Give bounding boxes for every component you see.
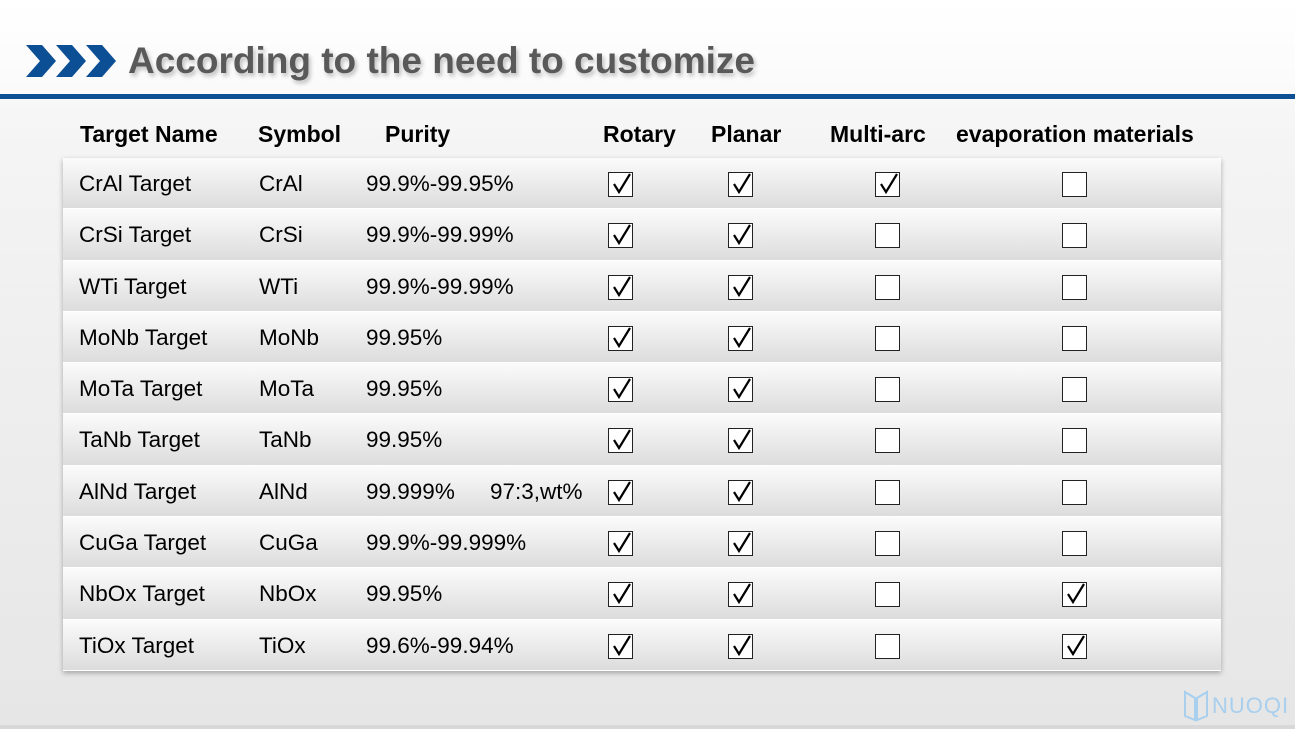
target-symbol: AlNd xyxy=(259,478,308,504)
target-purity: 99.9%-99.95% xyxy=(366,171,514,196)
table-row: CrSi Target CrSi 99.9%-99.99% xyxy=(63,209,1221,261)
table-row: WTi Target WTi 99.9%-99.99% xyxy=(63,260,1221,312)
chevrons-icon xyxy=(26,45,116,77)
header-symbol: Symbol xyxy=(258,121,342,147)
table-row: MoNb Target MoNb 99.95% xyxy=(63,311,1221,364)
evaporation-checkbox xyxy=(1062,633,1087,659)
multi-arc-checkbox xyxy=(875,531,900,557)
multi-arc-checkbox xyxy=(875,223,900,249)
targets-table: CrAl Target CrAl 99.9%-99.95% CrSi Target Cr… xyxy=(63,158,1221,671)
planar-checkbox xyxy=(728,223,753,249)
rotary-checkbox xyxy=(608,582,633,608)
target-symbol: WTi xyxy=(259,273,299,299)
table-row: MoTa Target MoTa 99.95% xyxy=(63,363,1221,415)
rotary-checkbox xyxy=(608,531,633,557)
target-name: AlNd Target xyxy=(79,478,197,504)
target-purity: 99.95% xyxy=(366,324,443,350)
rotary-checkbox xyxy=(608,325,633,351)
table-row: TiOx Target TiOx 99.6%-99.94% xyxy=(63,619,1221,671)
title-divider xyxy=(0,94,1295,99)
target-purity: 99.9%-99.999% xyxy=(366,530,527,556)
evaporation-checkbox xyxy=(1062,531,1087,557)
rotary-checkbox xyxy=(608,223,633,249)
multi-arc-checkbox xyxy=(875,274,900,300)
target-purity: 99.999% xyxy=(366,478,455,504)
target-name: MoNb Target xyxy=(79,324,208,350)
target-symbol: CuGa xyxy=(259,530,318,556)
target-name: MoTa Target xyxy=(79,376,203,402)
target-symbol: MoTa xyxy=(259,376,315,402)
nuoqi-logo: NUOQI xyxy=(1183,690,1288,724)
rotary-checkbox xyxy=(608,633,633,659)
logo-text: NUOQI xyxy=(1212,693,1290,718)
target-purity: 99.95% xyxy=(366,581,443,607)
target-purity: 99.6%-99.94% xyxy=(366,632,514,658)
header-planar: Planar xyxy=(711,121,782,147)
evaporation-checkbox xyxy=(1062,377,1087,403)
target-name: CrSi Target xyxy=(79,222,192,248)
target-name: CuGa Target xyxy=(79,530,207,556)
multi-arc-checkbox xyxy=(875,377,900,403)
rotary-checkbox xyxy=(608,479,633,505)
planar-checkbox xyxy=(728,377,753,403)
planar-checkbox xyxy=(728,274,753,300)
table-row: TaNb Target TaNb 99.95% xyxy=(63,414,1221,466)
multi-arc-checkbox xyxy=(875,428,900,454)
target-purity: 99.95% xyxy=(366,427,443,453)
logo-icon xyxy=(1184,690,1208,722)
target-symbol: CrSi xyxy=(259,222,303,248)
target-symbol: MoNb xyxy=(259,324,320,350)
target-name: TaNb Target xyxy=(79,427,200,453)
header-target-name: Target Name xyxy=(80,121,218,147)
planar-checkbox xyxy=(728,582,753,608)
planar-checkbox xyxy=(728,428,753,454)
target-symbol: NbOx xyxy=(259,581,317,607)
evaporation-checkbox xyxy=(1062,582,1087,608)
table-row: AlNd Target AlNd 99.999% 97:3,wt% xyxy=(63,465,1221,518)
planar-checkbox xyxy=(728,531,753,557)
header-multi-arc: Multi-arc xyxy=(830,121,926,147)
target-name: CrAl Target xyxy=(79,171,192,196)
slide-title: According to the need to customize xyxy=(128,40,755,81)
multi-arc-checkbox xyxy=(875,325,900,351)
multi-arc-checkbox xyxy=(875,633,900,659)
planar-checkbox xyxy=(728,633,753,659)
target-purity: 99.95% xyxy=(366,376,443,402)
planar-checkbox xyxy=(728,172,753,197)
footer-bar xyxy=(0,725,1295,729)
evaporation-checkbox xyxy=(1062,428,1087,454)
evaporation-checkbox xyxy=(1062,172,1087,197)
evaporation-checkbox xyxy=(1062,325,1087,351)
evaporation-checkbox xyxy=(1062,223,1087,249)
table-row: NbOx Target NbOx 99.95% xyxy=(63,568,1221,620)
target-composition: 97:3,wt% xyxy=(490,478,583,504)
header-evaporation: evaporation materials xyxy=(956,121,1194,147)
multi-arc-checkbox xyxy=(875,172,900,197)
rotary-checkbox xyxy=(608,428,633,454)
header-rotary: Rotary xyxy=(603,121,676,147)
evaporation-checkbox xyxy=(1062,274,1087,300)
target-symbol: TiOx xyxy=(259,632,306,658)
target-symbol: CrAl xyxy=(259,171,303,196)
planar-checkbox xyxy=(728,325,753,351)
rotary-checkbox xyxy=(608,274,633,300)
multi-arc-checkbox xyxy=(875,582,900,608)
evaporation-checkbox xyxy=(1062,479,1087,505)
header-purity: Purity xyxy=(385,121,451,147)
table-row: CrAl Target CrAl 99.9%-99.95% xyxy=(63,158,1221,210)
target-name: WTi Target xyxy=(79,273,187,299)
rotary-checkbox xyxy=(608,377,633,403)
rotary-checkbox xyxy=(608,172,633,197)
multi-arc-checkbox xyxy=(875,479,900,505)
target-symbol: TaNb xyxy=(259,427,312,453)
target-name: NbOx Target xyxy=(79,581,205,607)
table-row: CuGa Target CuGa 99.9%-99.999% xyxy=(63,517,1221,569)
target-name: TiOx Target xyxy=(79,632,195,658)
slide-header xyxy=(0,0,1295,96)
target-purity: 99.9%-99.99% xyxy=(366,222,514,248)
target-purity: 99.9%-99.99% xyxy=(366,273,514,299)
planar-checkbox xyxy=(728,479,753,505)
